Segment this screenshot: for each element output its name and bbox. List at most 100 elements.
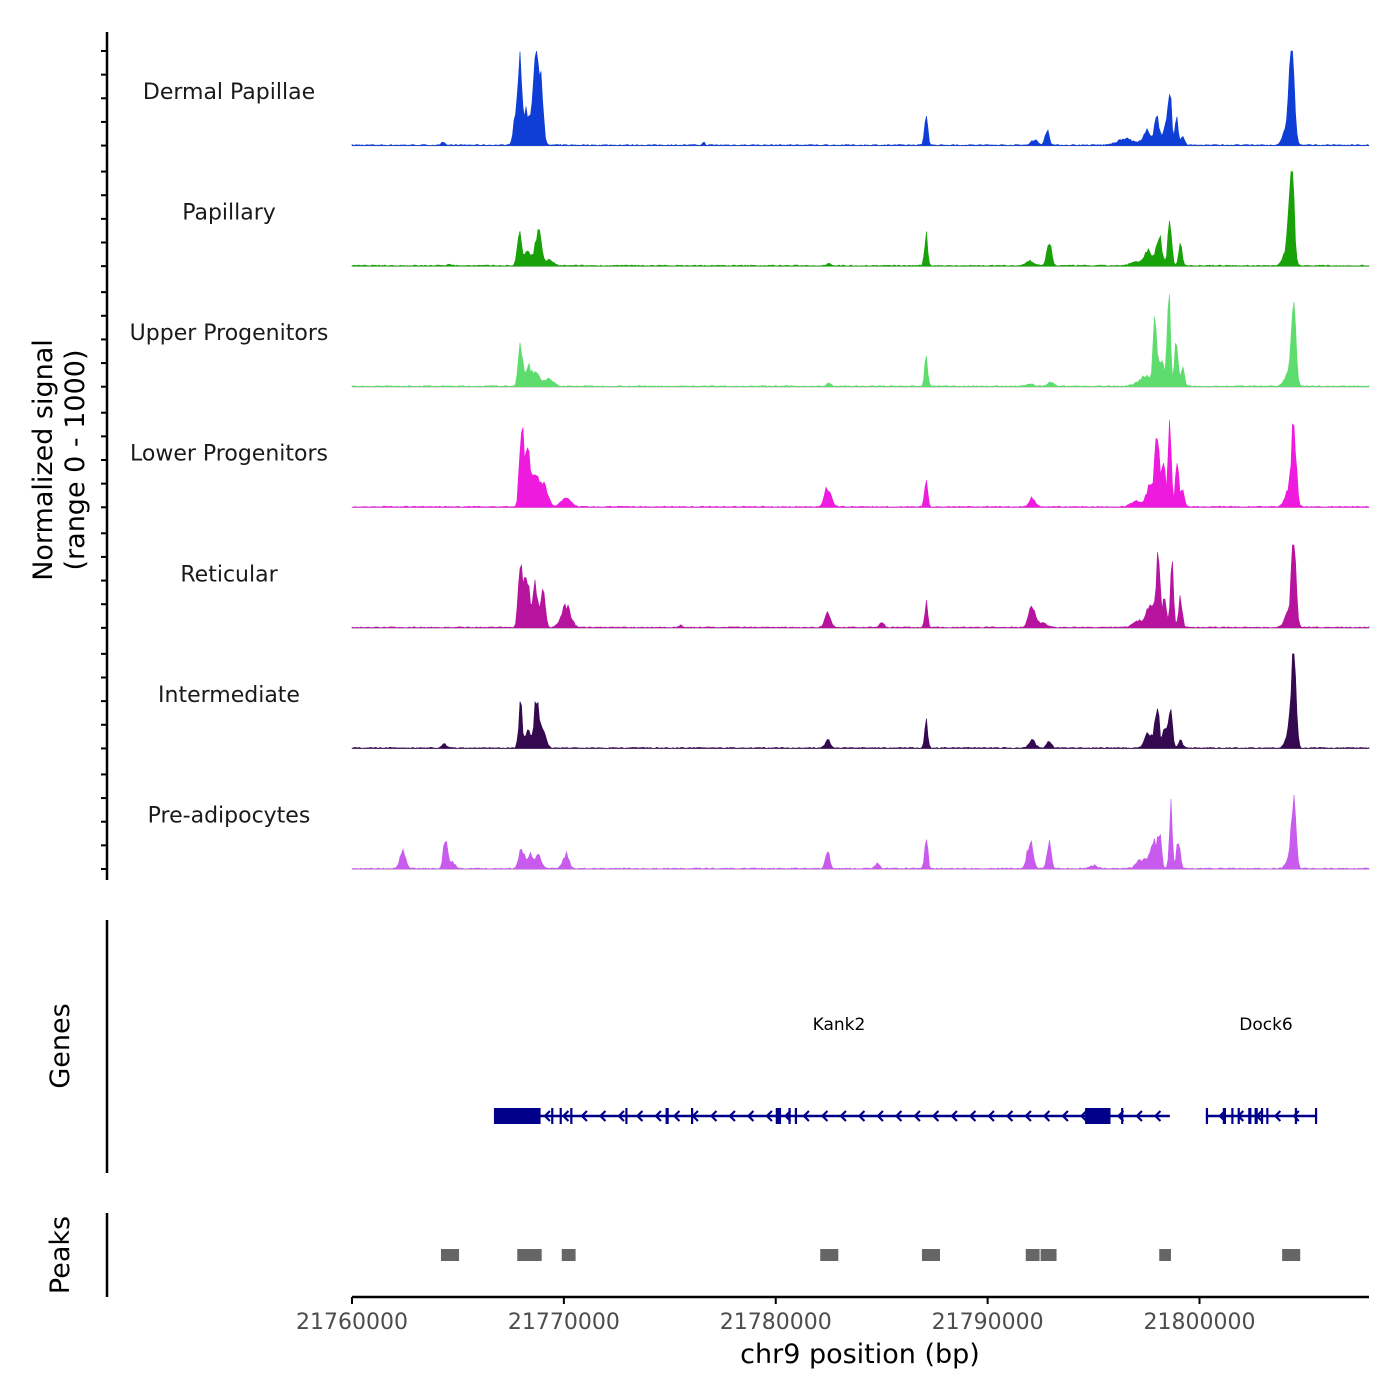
gene-exon (1231, 1108, 1234, 1124)
gene-model: Dock6 (1205, 1015, 1318, 1124)
strand-arrow (820, 1110, 829, 1122)
gene-exon (665, 1108, 669, 1124)
signal-area (351, 653, 1370, 749)
strand-arrow (857, 1110, 866, 1122)
gene-exon (1222, 1108, 1226, 1124)
strand-arrow (672, 1110, 681, 1122)
strand-arrow (876, 1110, 884, 1122)
track-label: Dermal Papillae (143, 80, 315, 105)
track-label: Intermediate (158, 683, 300, 708)
peaks-panel (440, 1249, 1301, 1261)
x-tick-label: 21780000 (720, 1310, 832, 1335)
peak-region (820, 1249, 839, 1261)
strand-arrow (894, 1110, 903, 1122)
strand-arrow (1079, 1110, 1088, 1122)
strand-arrow (802, 1110, 810, 1122)
strand-arrow (543, 1110, 551, 1122)
signal-track: Pre-adipocytes (148, 794, 1370, 870)
gene-exon (775, 1108, 782, 1124)
peak-region (921, 1249, 941, 1261)
peak-region (1040, 1249, 1057, 1261)
track-label: Papillary (182, 201, 276, 226)
gene-exon (570, 1108, 573, 1124)
strand-arrow (598, 1110, 607, 1122)
strand-arrow (1024, 1110, 1032, 1122)
strand-arrow (580, 1110, 588, 1122)
peak-region (440, 1249, 460, 1261)
peak-region (1159, 1249, 1171, 1261)
gene-exon (788, 1108, 791, 1124)
signal-track: Papillary (182, 171, 1370, 267)
strand-arrow (1292, 1110, 1300, 1122)
track-label: Upper Progenitors (130, 321, 329, 346)
y-axis-title-line1: Normalized signal (28, 339, 59, 581)
gene-exon (1266, 1108, 1269, 1124)
gene-label: Dock6 (1239, 1015, 1293, 1035)
gene-exon (551, 1108, 554, 1124)
peaks-panel-label: Peaks (45, 1216, 76, 1294)
gene-exon (691, 1108, 694, 1124)
signal-track: Reticular (180, 544, 1370, 629)
x-tick-label: 21760000 (296, 1310, 408, 1335)
strand-arrow (1135, 1110, 1143, 1122)
y-axis-title-line2: (range 0 - 1000) (60, 350, 91, 571)
gene-exon (1237, 1108, 1240, 1124)
gene-exon (1248, 1108, 1252, 1124)
gene-exon (1294, 1108, 1298, 1124)
strand-arrow (1005, 1110, 1014, 1122)
gene-exon (1085, 1108, 1111, 1124)
strand-arrow (839, 1110, 847, 1122)
signal-area (351, 420, 1370, 508)
gene-model: Kank2 (493, 1015, 1170, 1124)
gene-exon (794, 1108, 798, 1124)
strand-arrow (968, 1110, 977, 1122)
strand-arrow (654, 1110, 662, 1122)
strand-arrow (709, 1110, 718, 1122)
signal-area (351, 794, 1370, 870)
strand-arrow (913, 1110, 921, 1122)
strand-arrow (561, 1110, 570, 1122)
gene-exon (1205, 1108, 1209, 1124)
signal-tracks-panel: Dermal Papillae Papillary Upper Progenitor… (130, 50, 1370, 870)
gene-exon (625, 1108, 628, 1124)
gene-exon (1121, 1108, 1124, 1124)
x-tick-label: 21770000 (508, 1310, 620, 1335)
signal-area (351, 171, 1370, 267)
signal-track: Intermediate (158, 653, 1370, 749)
x-axis: 21760000 21770000 21780000 21790000 21800000 (296, 1297, 1255, 1335)
gene-label: Kank2 (813, 1015, 866, 1035)
strand-arrow (765, 1110, 773, 1122)
signal-y-axis-ticks (101, 50, 107, 870)
strand-arrow (635, 1110, 644, 1122)
signal-area (351, 50, 1370, 146)
track-label: Lower Progenitors (130, 442, 328, 467)
gene-exon (493, 1108, 541, 1124)
track-label: Pre-adipocytes (148, 803, 311, 828)
strand-arrow (1061, 1110, 1069, 1122)
strand-arrow (987, 1110, 995, 1122)
genes-panel: Kank2 Dock6 (493, 1015, 1318, 1124)
peak-region (1282, 1249, 1301, 1261)
x-axis-title: chr9 position (bp) (740, 1339, 980, 1370)
strand-arrow (950, 1110, 958, 1122)
gene-exon (1260, 1108, 1264, 1124)
peak-region (1025, 1249, 1040, 1261)
peak-region (561, 1249, 576, 1261)
gene-exon (559, 1108, 562, 1124)
signal-track: Dermal Papillae (143, 50, 1370, 147)
x-tick-label: 21800000 (1144, 1310, 1256, 1335)
signal-track: Upper Progenitors (130, 294, 1370, 388)
signal-area (351, 544, 1370, 629)
peak-region (517, 1249, 542, 1261)
strand-arrow (746, 1110, 755, 1122)
gene-exon (1314, 1108, 1318, 1124)
x-tick-label: 21790000 (932, 1310, 1044, 1335)
signal-area (351, 294, 1370, 388)
strand-arrow (1153, 1110, 1162, 1122)
genes-panel-label: Genes (45, 1003, 76, 1088)
strand-arrow (1042, 1110, 1051, 1122)
signal-track: Lower Progenitors (130, 420, 1370, 508)
strand-arrow (931, 1110, 940, 1122)
strand-arrow (617, 1110, 625, 1122)
